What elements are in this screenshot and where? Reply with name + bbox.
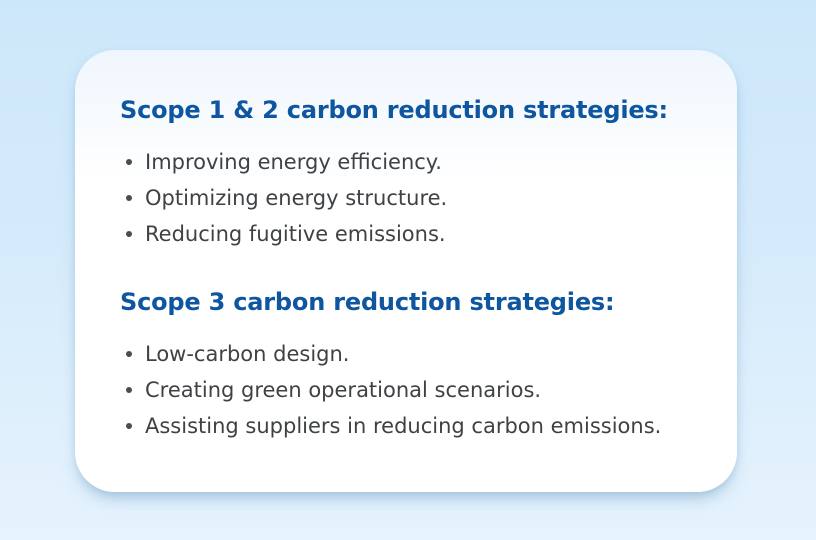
list-item: Optimizing energy structure.	[120, 180, 693, 216]
content-card: Scope 1 & 2 carbon reduction strategies:…	[75, 50, 737, 492]
list-item-text: Optimizing energy structure.	[145, 186, 448, 210]
list-item: Assisting suppliers in reducing carbon e…	[120, 408, 693, 444]
bullet-icon	[126, 195, 132, 201]
list-item-text: Assisting suppliers in reducing carbon e…	[145, 414, 662, 438]
bullet-icon	[126, 159, 132, 165]
list-item-text: Improving energy efficiency.	[145, 150, 442, 174]
bullet-list-scope-1-2: Improving energy efficiency. Optimizing …	[120, 144, 693, 252]
list-item: Creating green operational scenarios.	[120, 372, 693, 408]
section-heading-scope-3: Scope 3 carbon reduction strategies:	[120, 288, 615, 316]
list-item: Low-carbon design.	[120, 336, 693, 372]
section-heading-scope-1-2: Scope 1 & 2 carbon reduction strategies:	[120, 96, 668, 124]
bullet-icon	[126, 351, 132, 357]
list-item-text: Reducing fugitive emissions.	[145, 222, 446, 246]
bullet-icon	[126, 423, 132, 429]
section-scope-1-2: Scope 1 & 2 carbon reduction strategies:…	[120, 94, 693, 252]
list-item-text: Creating green operational scenarios.	[145, 378, 542, 402]
list-item: Reducing fugitive emissions.	[120, 216, 693, 252]
bullet-icon	[126, 231, 132, 237]
bullet-list-scope-3: Low-carbon design. Creating green operat…	[120, 336, 693, 444]
section-scope-3: Scope 3 carbon reduction strategies: Low…	[120, 286, 693, 444]
list-item: Improving energy efficiency.	[120, 144, 693, 180]
bullet-icon	[126, 387, 132, 393]
list-item-text: Low-carbon design.	[145, 342, 350, 366]
